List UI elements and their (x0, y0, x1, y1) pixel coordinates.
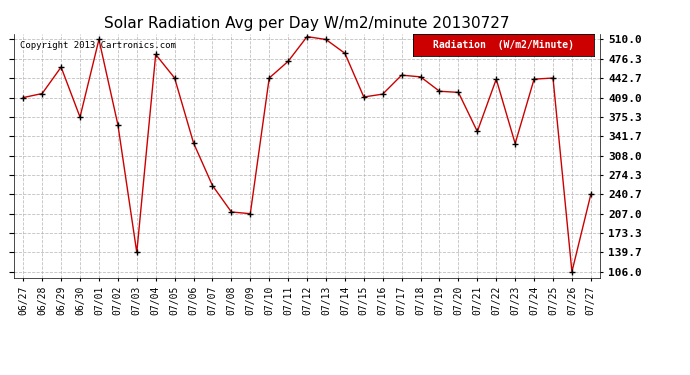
Title: Solar Radiation Avg per Day W/m2/minute 20130727: Solar Radiation Avg per Day W/m2/minute … (104, 16, 510, 31)
Text: Copyright 2013 Cartronics.com: Copyright 2013 Cartronics.com (19, 41, 175, 50)
